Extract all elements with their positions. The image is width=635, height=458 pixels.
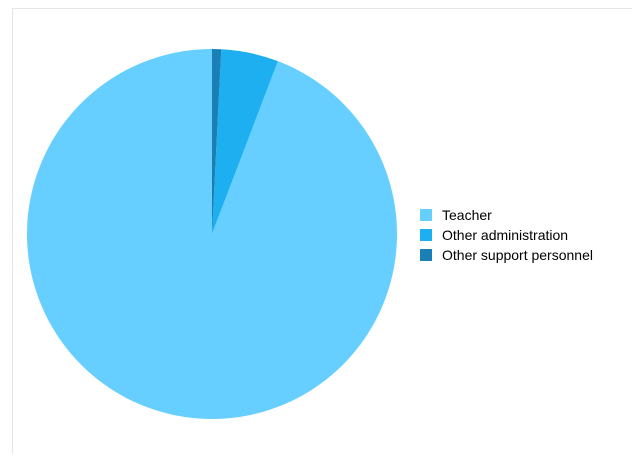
pie-slice-other-support-personnel[interactable] (212, 49, 222, 234)
pie-slice-other-administration[interactable] (212, 49, 278, 235)
legend-item-teacher[interactable]: Teacher (420, 205, 593, 225)
legend-swatch-teacher (420, 209, 432, 221)
chart-frame (12, 8, 632, 454)
legend-label-teacher: Teacher (442, 207, 492, 223)
legend-item-other-support-personnel[interactable]: Other support personnel (420, 245, 593, 265)
legend-swatch-other-support-personnel (420, 249, 432, 261)
legend-swatch-other-administration (420, 229, 432, 241)
legend-label-other-support-personnel: Other support personnel (442, 247, 593, 263)
chart-legend: Teacher Other administration Other suppo… (420, 205, 593, 265)
legend-label-other-administration: Other administration (442, 227, 569, 243)
legend-item-other-administration[interactable]: Other administration (420, 225, 593, 245)
